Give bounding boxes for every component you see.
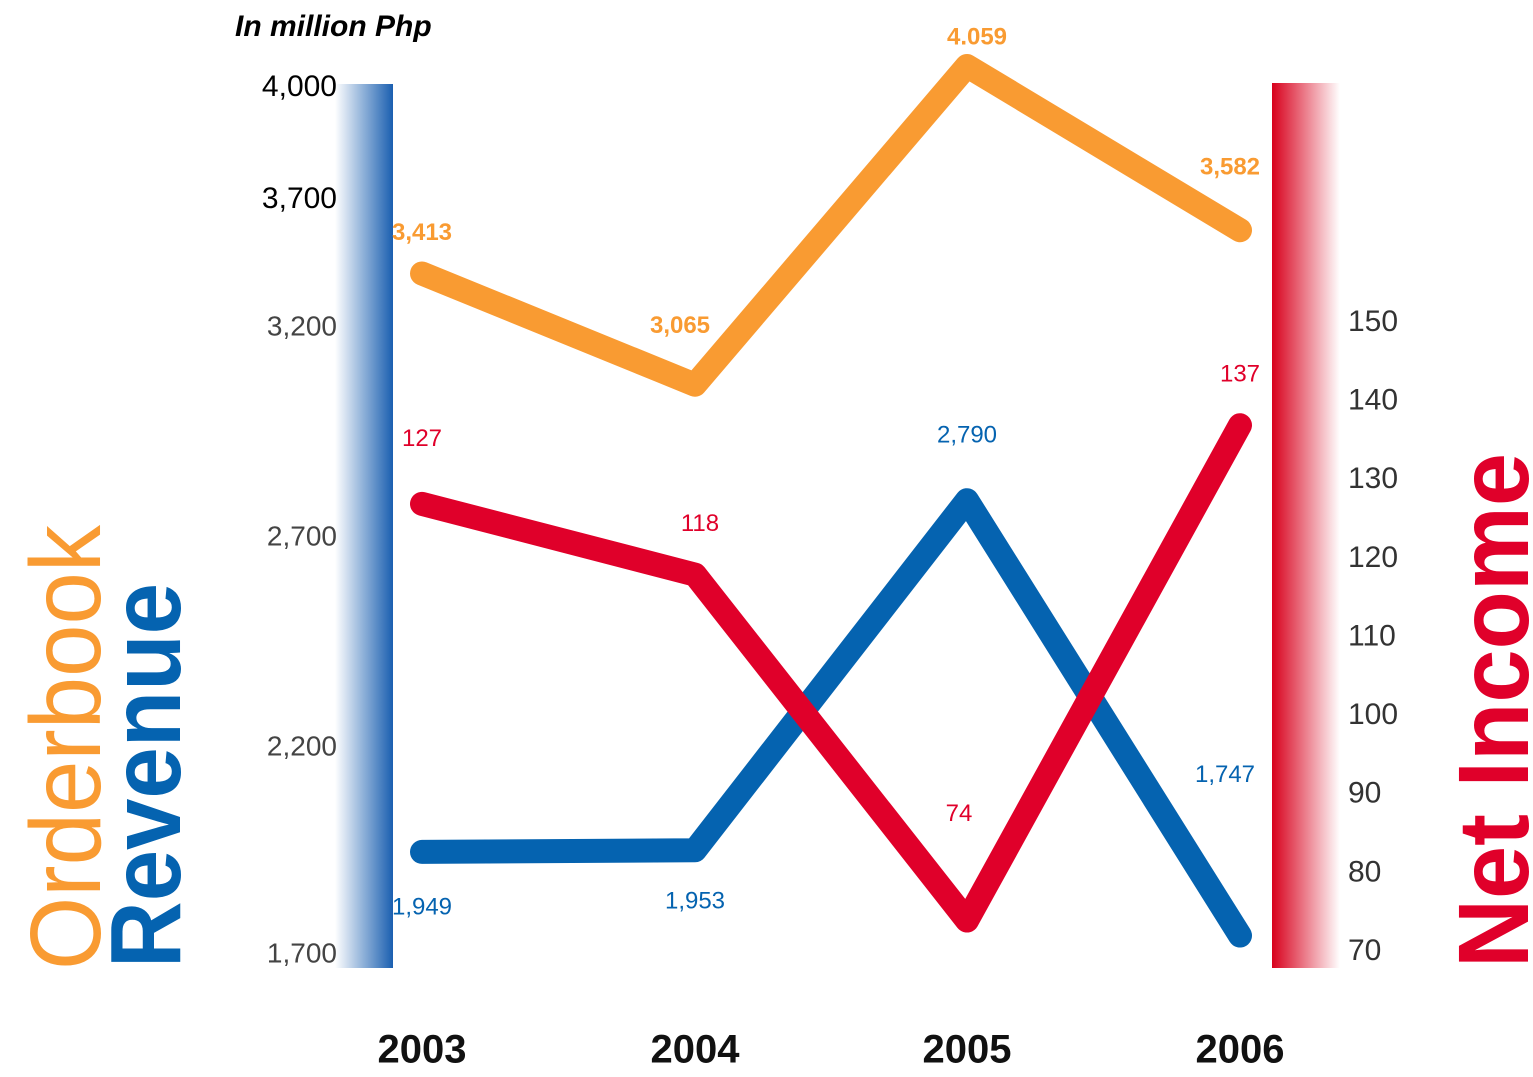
- y2-tick-label: 100: [1348, 698, 1398, 731]
- y-tick-label: 2,200: [267, 730, 337, 761]
- value-label: 118: [681, 510, 719, 537]
- value-label: 137: [1220, 361, 1260, 388]
- value-label: 3,413: [392, 219, 452, 246]
- orderbook-title: Orderbook: [10, 524, 122, 970]
- y-tick-label: 4,000: [262, 70, 337, 103]
- value-label: 1,953: [665, 888, 725, 915]
- y-tick-label: 3,200: [267, 310, 337, 341]
- value-label: 3,065: [650, 312, 710, 339]
- value-label: 127: [402, 425, 442, 452]
- left-axis-bar: [335, 84, 393, 968]
- y2-tick-label: 90: [1348, 777, 1381, 810]
- value-label: 74: [946, 800, 973, 827]
- x-tick-label: 2004: [651, 1028, 741, 1072]
- net-income-title: Net Income: [1438, 453, 1533, 968]
- y-tick-label: 2,700: [267, 520, 337, 551]
- value-label: 4.059: [947, 23, 1007, 50]
- y2-tick-label: 110: [1348, 619, 1396, 652]
- value-label: 1,747: [1195, 761, 1255, 788]
- series-line: [410, 413, 1252, 933]
- value-label: 2,790: [937, 422, 997, 449]
- y-tick-label: 3,700: [262, 182, 337, 215]
- y2-tick-label: 120: [1348, 541, 1398, 574]
- y2-tick-label: 130: [1348, 462, 1398, 495]
- x-tick-label: 2003: [378, 1028, 467, 1072]
- subtitle: In million Php: [235, 10, 432, 43]
- y2-tick-label: 80: [1348, 855, 1381, 888]
- y2-tick-label: 150: [1348, 305, 1398, 338]
- y-tick-label: 1,700: [267, 937, 337, 968]
- series-line: [410, 488, 1252, 948]
- right-axis-bar: [1272, 83, 1340, 968]
- y2-tick-label: 140: [1348, 384, 1398, 417]
- y2-tick-label: 70: [1348, 934, 1381, 967]
- value-label: 3,582: [1200, 154, 1260, 181]
- revenue-title: Revenue: [90, 583, 202, 968]
- x-tick-label: 2006: [1196, 1028, 1285, 1072]
- x-tick-label: 2005: [923, 1028, 1012, 1072]
- series-line: [410, 53, 1252, 397]
- value-label: 1,949: [392, 893, 452, 920]
